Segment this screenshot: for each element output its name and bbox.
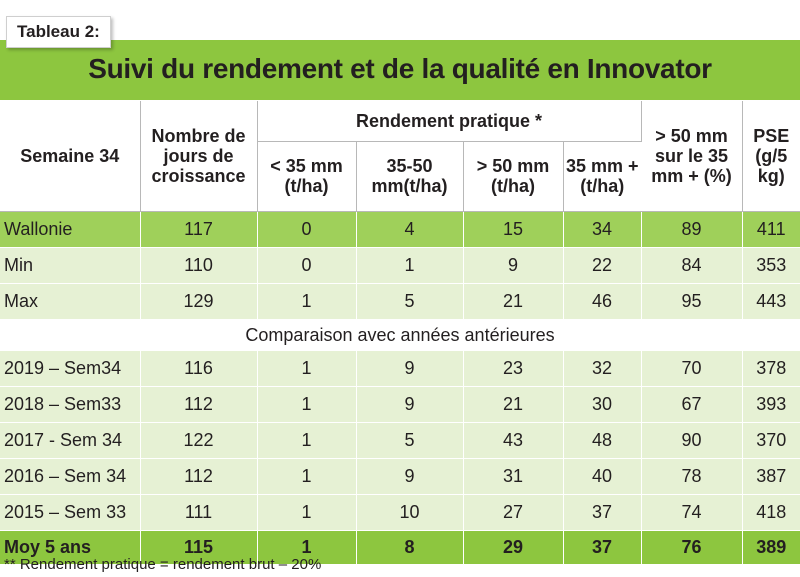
table-cell: 1 [257,458,357,495]
table-cell: 84 [641,247,743,284]
header-percent-over-50: > 50 mm sur le 35 mm + (%) [641,101,743,212]
table-cell: 115 [140,530,258,565]
row-label: 2019 – Sem34 [0,350,141,387]
yield-quality-table: Semaine 34 Nombre de jours de croissance… [0,101,800,565]
header-pse: PSE (g/5 kg) [742,101,800,212]
table-cell: 43 [463,422,564,459]
table-cell: 387 [742,458,800,495]
table-tag-label: Tableau 2: [6,16,111,48]
table-cell: 9 [356,350,464,387]
table-cell: 0 [257,247,357,284]
table-cell: 32 [563,350,642,387]
table-cell: 21 [463,283,564,320]
row-label: Moy 5 ans [0,530,141,565]
table-cell: 95 [641,283,743,320]
header-week: Semaine 34 [0,101,141,212]
table-cell: 23 [463,350,564,387]
table-cell: 74 [641,494,743,531]
row-label: Min [0,247,141,284]
table-cell: 122 [140,422,258,459]
table-cell: 378 [742,350,800,387]
table-cell: 46 [563,283,642,320]
table-body-history: 2019 – Sem34 116 1 9 23 32 70 378 2018 – Sem33 11… [0,350,800,565]
table-cell: 1 [257,283,357,320]
table-cell: 0 [257,211,357,248]
table-cell: 76 [641,530,743,565]
table-cell: 110 [140,247,258,284]
row-label: 2016 – Sem 34 [0,458,141,495]
table-cell: 21 [463,386,564,423]
table-cell: 22 [563,247,642,284]
table-cell: 34 [563,211,642,248]
table-cell: 1 [257,422,357,459]
table-cell: 29 [463,530,564,565]
table-cell: 5 [356,283,464,320]
row-label: 2017 - Sem 34 [0,422,141,459]
table-cell: 31 [463,458,564,495]
table-cell: 111 [140,494,258,531]
table-cell: 1 [257,350,357,387]
table-cell: 90 [641,422,743,459]
table-cell: 117 [140,211,258,248]
table-cell: 1 [356,247,464,284]
header-35-50: 35-50 mm(t/ha) [356,141,464,212]
table-cell: 9 [356,458,464,495]
header-35-plus: 35 mm +(t/ha) [563,141,642,212]
header-practical-yield: Rendement pratique * [257,101,642,142]
table-row: Min 110 0 1 9 22 84 353 [0,247,800,284]
row-label: Max [0,283,141,320]
table-cell: 48 [563,422,642,459]
table-cell: 393 [742,386,800,423]
table-cell: 10 [356,494,464,531]
table-cell: 1 [257,494,357,531]
row-label: 2018 – Sem33 [0,386,141,423]
table-separator: Comparaison avec années antérieures [0,319,800,351]
footnote: ** Rendement pratique = rendement brut –… [4,556,322,573]
table-row: 2018 – Sem33 112 1 9 21 30 67 393 [0,386,800,423]
table-cell: 370 [742,422,800,459]
table-cell: 129 [140,283,258,320]
table-cell: 353 [742,247,800,284]
table-row: 2019 – Sem34 116 1 9 23 32 70 378 [0,350,800,387]
table-cell: 5 [356,422,464,459]
table-cell: 37 [563,530,642,565]
comparison-label: Comparaison avec années antérieures [0,319,800,351]
row-label: Wallonie [0,211,141,248]
table-row: 2015 – Sem 33 111 1 10 27 37 74 418 [0,494,800,531]
table-cell: 116 [140,350,258,387]
table-row: Wallonie 117 0 4 15 34 89 411 [0,211,800,248]
header-over-50: > 50 mm (t/ha) [463,141,564,212]
table-cell: 411 [742,211,800,248]
table-cell: 37 [563,494,642,531]
table-cell: 9 [463,247,564,284]
table-row: 2016 – Sem 34 112 1 9 31 40 78 387 [0,458,800,495]
table-cell: 389 [742,530,800,565]
table-title: Suivi du rendement et de la qualité en I… [0,40,800,100]
table-cell: 112 [140,386,258,423]
table-cell: 1 [257,530,357,565]
table-cell: 418 [742,494,800,531]
table-cell: 112 [140,458,258,495]
table-cell: 40 [563,458,642,495]
table-cell: 8 [356,530,464,565]
table-cell: 67 [641,386,743,423]
table-row: Max 129 1 5 21 46 95 443 [0,283,800,320]
header-under-35: < 35 mm (t/ha) [257,141,357,212]
table-cell: 70 [641,350,743,387]
table-cell: 89 [641,211,743,248]
table-cell: 15 [463,211,564,248]
table-body-current: Wallonie 117 0 4 15 34 89 411 Min 110 0 1 9 22 84 353 Ma… [0,211,800,320]
table-cell: 443 [742,283,800,320]
table-cell: 30 [563,386,642,423]
table-cell: 4 [356,211,464,248]
table-cell: 1 [257,386,357,423]
table-cell: 78 [641,458,743,495]
table-cell: 27 [463,494,564,531]
table-row: 2017 - Sem 34 122 1 5 43 48 90 370 [0,422,800,459]
table-row: Moy 5 ans 115 1 8 29 37 76 389 [0,530,800,565]
table-cell: 9 [356,386,464,423]
header-growth-days: Nombre de jours de croissance [140,101,258,212]
row-label: 2015 – Sem 33 [0,494,141,531]
